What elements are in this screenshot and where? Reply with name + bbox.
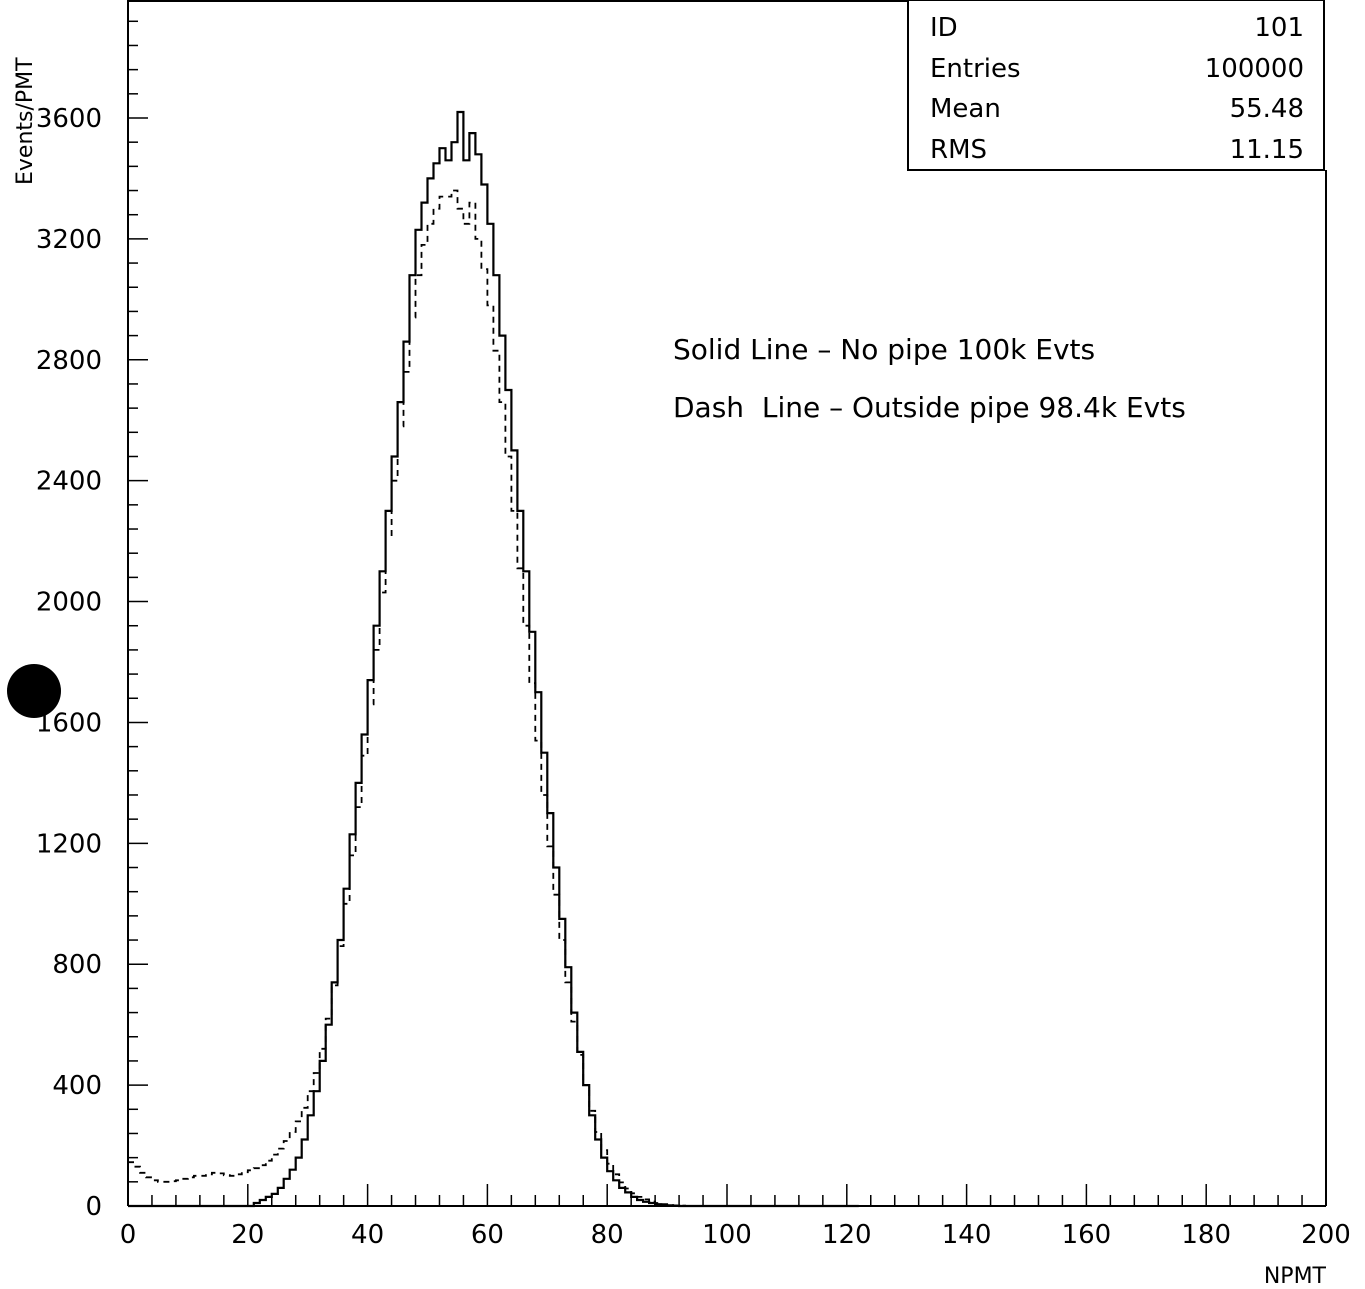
x-axis-label: NPMT <box>1264 1264 1327 1289</box>
x-tick-label: 0 <box>120 1220 137 1250</box>
y-tick-label: 2800 <box>36 346 102 376</box>
stats-box-border <box>907 0 1325 171</box>
x-tick-label: 140 <box>942 1220 992 1250</box>
series-layer <box>128 110 859 1208</box>
stats-value-entries: 100000 <box>1205 54 1304 84</box>
annotation-dash-line: Dash Line – Outside pipe 98.4k Evts <box>673 391 1186 424</box>
stats-label-entries: Entries <box>930 54 1021 84</box>
y-tick-label: 2000 <box>36 588 102 618</box>
y-tick-label: 1200 <box>36 829 102 859</box>
x-tick-label: 200 <box>1301 1220 1351 1250</box>
x-tick-label: 160 <box>1062 1220 1112 1250</box>
x-tick-label: 20 <box>231 1220 264 1250</box>
stats-value-mean: 55.48 <box>1230 94 1304 124</box>
scan-artifact-dot <box>7 664 61 718</box>
stats-label-rms: RMS <box>930 135 987 165</box>
stats-value-rms: 11.15 <box>1230 135 1304 165</box>
y-tick-label: 0 <box>85 1192 102 1222</box>
y-tick-label: 400 <box>52 1071 102 1101</box>
y-tick-label: 3600 <box>36 104 102 134</box>
y-tick-label: 800 <box>52 950 102 980</box>
stats-label-mean: Mean <box>930 94 1001 124</box>
x-tick-label: 40 <box>351 1220 384 1250</box>
series-solid-line <box>128 110 859 1208</box>
y-axis-label: Events/PMT <box>13 57 38 185</box>
x-tick-label: 120 <box>822 1220 872 1250</box>
stats-value-id: 101 <box>1254 13 1304 43</box>
x-tick-label: 80 <box>591 1220 624 1250</box>
y-tick-label: 2400 <box>36 467 102 497</box>
series-dashed-line <box>128 189 859 1207</box>
y-tick-label: 3200 <box>36 225 102 255</box>
x-tick-label: 180 <box>1181 1220 1231 1250</box>
x-tick-label: 100 <box>702 1220 752 1250</box>
x-tick-label: 60 <box>471 1220 504 1250</box>
annotation-solid-line: Solid Line – No pipe 100k Evts <box>673 333 1095 366</box>
axis-ticks <box>127 20 1327 1207</box>
plot-frame <box>127 0 1327 1207</box>
stats-box: ID 101 Entries 100000 Mean 55.48 RMS 11.… <box>907 0 1325 171</box>
stats-label-id: ID <box>930 13 958 43</box>
